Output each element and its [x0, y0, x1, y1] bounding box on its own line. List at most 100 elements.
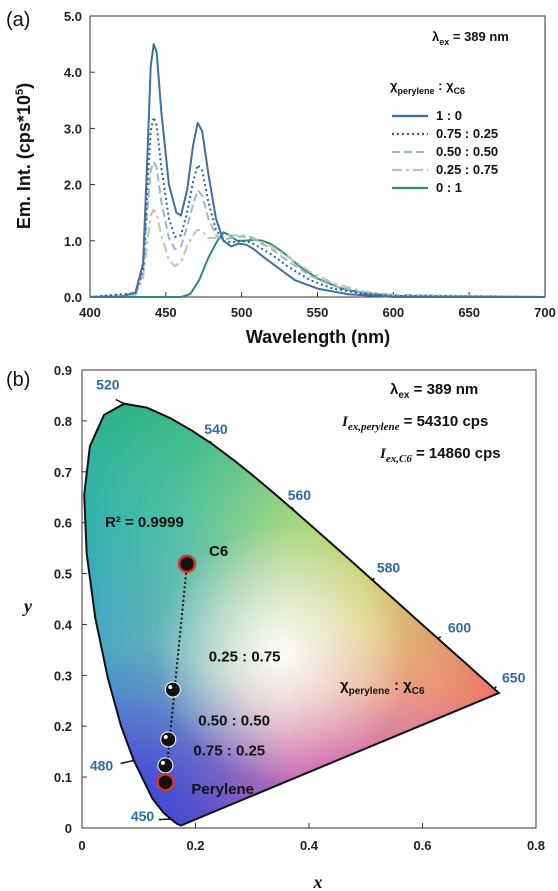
wavelength-tick	[493, 686, 497, 690]
lambda-subscript: ex	[439, 37, 449, 47]
cie-color-region	[84, 403, 499, 826]
legend-title-sub1: perylene	[397, 86, 434, 96]
wavelength-label: 560	[288, 487, 312, 503]
y-axis-label-a-main: Em. Int. (cps*10	[14, 95, 34, 229]
x-tick-label-b: 0.4	[300, 838, 319, 853]
wavelength-label: 480	[90, 757, 114, 773]
y-axis-label-a-close: )	[14, 83, 34, 89]
cie-chromaticity-plot: 520 540 560 580 600 650 480 450 0 0.1 0.2 0.3 0.4 0.…	[22, 363, 545, 891]
wavelength-tick	[437, 635, 442, 640]
chromaticity-point	[160, 731, 177, 748]
legend-entry-label: 1 : 0	[436, 108, 462, 123]
y-axis-label-a-sup: 5	[14, 89, 26, 95]
x-tick-label-a: 550	[307, 305, 329, 320]
x-axis-label-b: x	[313, 872, 323, 891]
legend-entry-label: 0.50 : 0.50	[436, 144, 498, 159]
x-tick-label-a: 700	[534, 305, 556, 320]
point-highlight	[160, 760, 165, 765]
spectrum-line	[90, 43, 545, 298]
chromaticity-point	[177, 554, 197, 574]
point-highlight	[168, 685, 173, 690]
legend-title: χperylene : χC6	[390, 78, 465, 96]
x-tick-label-b: 0.6	[413, 838, 431, 853]
wavelength-tick	[209, 440, 213, 445]
point-label: Perylene	[191, 781, 254, 798]
y-axis-label-a: Em. Int. (cps*105)	[14, 83, 34, 229]
x-axis-label-a: Wavelength (nm)	[246, 327, 390, 347]
perylene-intensity-symbol: I	[341, 414, 349, 430]
x-tick-label-b: 0	[78, 838, 85, 853]
ratio-sub2: C6	[412, 686, 425, 697]
lambda-subscript-b: ex	[398, 390, 410, 401]
r-squared-annotation: R² = 0.9999	[105, 514, 184, 531]
y-tick-label-b: 0.2	[54, 719, 72, 734]
y-tick-label-b: 0.3	[54, 668, 72, 683]
legend-title-chi: χ	[390, 78, 398, 93]
point-label: C6	[209, 543, 228, 560]
c6-intensity-annotation: Iex,C6 = 14860 cps	[379, 445, 501, 465]
chromaticity-point	[156, 772, 175, 792]
x-axis-ticks-a: 400 450 500 550 600 650 700	[79, 292, 556, 320]
wavelength-tick	[115, 398, 125, 405]
excitation-annotation-a: λex = 389 nm	[432, 29, 509, 47]
lambda-value: = 389 nm	[449, 29, 509, 44]
point-highlight	[163, 734, 168, 739]
y-tick-label-b: 0.1	[54, 770, 72, 785]
legend: 1 : 0 0.75 : 0.25 0.50 : 0.50 0.25 : 0.75 0 …	[392, 108, 498, 195]
spectral-locus	[83, 402, 501, 827]
excitation-annotation-b: λex = 389 nm	[390, 381, 478, 401]
wavelength-label: 520	[96, 377, 120, 393]
spectrum-line	[89, 116, 546, 298]
wavelength-label: 600	[448, 619, 472, 635]
perylene-intensity-sub: ex,perylene	[348, 421, 400, 433]
y-tick-label-b: 0.8	[54, 414, 72, 429]
x-tick-label-b: 0.2	[186, 838, 204, 853]
legend-entry-label: 0.75 : 0.25	[436, 126, 498, 141]
spectrum-line	[90, 231, 546, 298]
wavelength-tick	[120, 759, 134, 765]
wavelength-label: 650	[502, 670, 526, 686]
wavelength-label: 540	[204, 421, 228, 437]
ratio-colon: : χ	[390, 677, 412, 694]
x-tick-label-a: 500	[231, 305, 253, 320]
panel-a-label: (a)	[6, 9, 30, 31]
y-tick-label-b: 0.7	[54, 465, 72, 480]
c6-intensity-symbol: I	[379, 446, 387, 462]
lambda-value-b: = 389 nm	[409, 381, 478, 398]
spectrum-line	[89, 208, 546, 298]
perylene-intensity-value: = 54310 cps	[399, 413, 488, 430]
ratio-annotation-b: χperylene : χC6	[340, 677, 425, 697]
y-tick-label-a: 5.0	[64, 9, 82, 24]
emission-spectra-plot: 0.0 1.0 2.0 3.0 4.0 5.0 400 450 500 550 600 650 700…	[14, 9, 556, 347]
point-label: 0.50 : 0.50	[198, 712, 270, 729]
point-label: 0.75 : 0.25	[193, 742, 265, 759]
y-tick-label-b: 0.4	[54, 617, 73, 632]
ratio-chi: χ	[340, 677, 349, 694]
linear-fit-line	[164, 563, 188, 783]
legend-entry-label: 0 : 1	[436, 180, 462, 195]
y-tick-label-b: 0.6	[54, 516, 72, 531]
y-axis-ticks-b: 0 0.1 0.2 0.3 0.4 0.5 0.6 0.7 0.8 0.9	[54, 363, 87, 836]
lambda-symbol: λ	[432, 29, 440, 44]
chromaticity-point	[157, 757, 174, 774]
wavelength-tick	[158, 818, 171, 821]
c6-intensity-sub: ex,C6	[386, 453, 412, 465]
lambda-symbol-b: λ	[390, 381, 399, 398]
x-tick-label-a: 600	[382, 305, 404, 320]
y-tick-label-b: 0.9	[54, 363, 72, 378]
y-tick-label-a: 1.0	[64, 234, 82, 249]
wavelength-tick	[291, 506, 295, 511]
spectrum-line	[89, 161, 546, 298]
x-tick-label-a: 450	[155, 305, 177, 320]
y-tick-label-b: 0.5	[54, 567, 72, 582]
y-tick-label-b: 0	[65, 821, 72, 836]
legend-title-sub2: C6	[454, 86, 466, 96]
ratio-sub1: perylene	[349, 686, 391, 697]
wavelength-label: 450	[131, 808, 155, 824]
legend-title-colon: : χ	[435, 78, 455, 93]
x-axis-ticks-b: 0 0.2 0.4 0.6 0.8	[78, 823, 545, 853]
y-axis-label-b: y	[22, 596, 33, 616]
y-tick-label-a: 4.0	[64, 65, 82, 80]
wavelength-labels: 520 540 560 580 600 650 480 450	[90, 377, 526, 824]
